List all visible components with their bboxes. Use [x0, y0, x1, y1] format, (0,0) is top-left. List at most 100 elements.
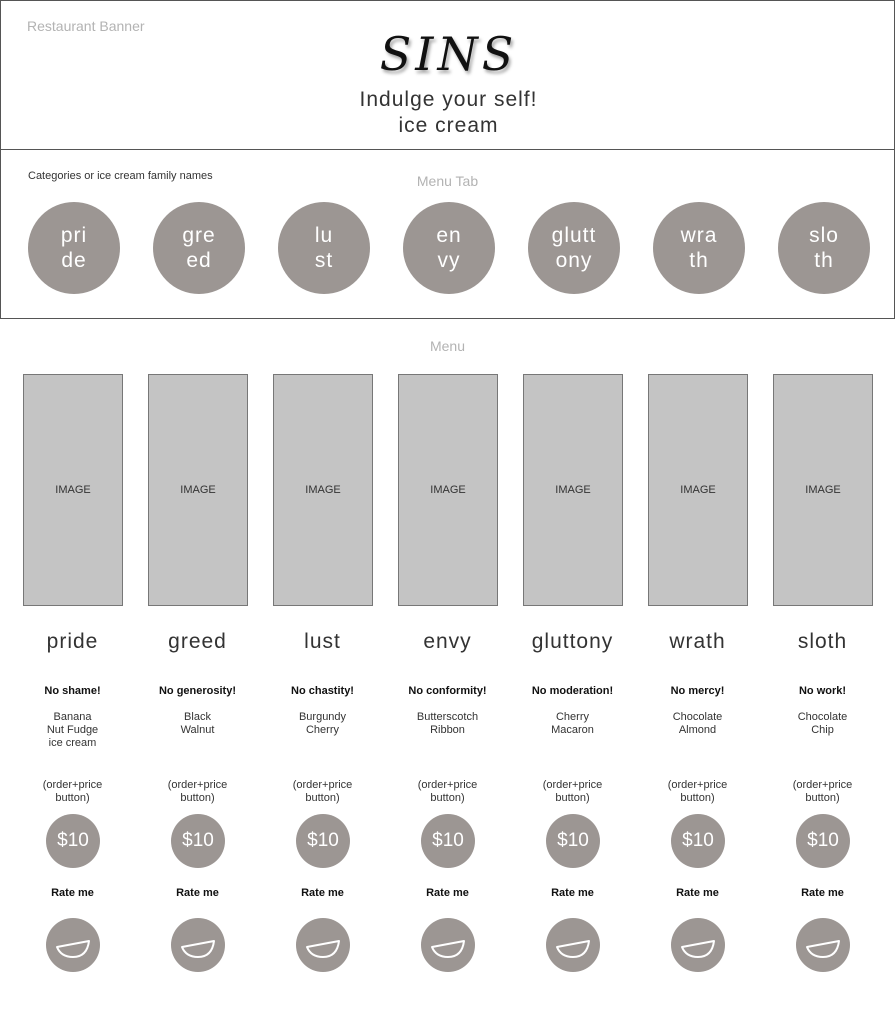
- flavor-line: Macaron: [551, 724, 594, 736]
- menu-item-lust: IMAGE lust No chastity! Burgundy Cherry (…: [260, 0, 385, 1024]
- item-image[interactable]: IMAGE: [648, 374, 748, 606]
- menu-item-wrath: IMAGE wrath No mercy! Chocolate Almond (o…: [635, 0, 760, 1024]
- category-label-line2: ony: [555, 249, 593, 272]
- category-tab-section: Categories or ice cream family names Men…: [0, 149, 895, 319]
- category-label-line1: pri: [60, 224, 88, 247]
- rate-button[interactable]: [421, 918, 475, 972]
- order-price-button[interactable]: $10: [671, 814, 725, 868]
- tagline-line1: Indulge your self!: [359, 88, 538, 111]
- category-label-line2: th: [689, 249, 709, 272]
- order-price-button[interactable]: $10: [171, 814, 225, 868]
- rate-label: Rate me: [51, 887, 94, 899]
- order-note-line: button): [55, 792, 90, 804]
- item-image[interactable]: IMAGE: [148, 374, 248, 606]
- item-slogan: No moderation!: [531, 685, 614, 697]
- rate-button[interactable]: [796, 918, 850, 972]
- flavor-line: Chocolate: [672, 711, 723, 723]
- category-label-line1: gre: [182, 224, 216, 247]
- category-label-line2: vy: [437, 249, 461, 272]
- order-note-line: (order+price: [292, 779, 353, 791]
- item-name: greed: [168, 630, 227, 653]
- order-price-button[interactable]: $10: [546, 814, 600, 868]
- rate-label: Rate me: [176, 887, 219, 899]
- flavor-line: Nut Fudge: [46, 724, 99, 736]
- image-placeholder-label: IMAGE: [805, 484, 841, 496]
- image-placeholder-label: IMAGE: [305, 484, 341, 496]
- item-order-note: (order+price button): [385, 779, 510, 805]
- menu-tab-label: Menu Tab: [416, 173, 479, 189]
- category-label-line2: st: [314, 249, 334, 272]
- order-note-line: (order+price: [792, 779, 853, 791]
- flavor-line: Banana: [53, 711, 92, 723]
- tagline-line2: ice cream: [398, 114, 499, 137]
- item-flavor: Butterscotch Ribbon: [385, 711, 510, 737]
- flavor-line: Black: [184, 711, 211, 723]
- item-name: lust: [304, 630, 341, 653]
- category-label-line1: glutt: [551, 224, 597, 247]
- item-slogan: No chastity!: [291, 685, 354, 697]
- rate-button[interactable]: [296, 918, 350, 972]
- order-price-button[interactable]: $10: [421, 814, 475, 868]
- item-flavor: Black Walnut: [135, 711, 260, 737]
- category-label-line2: ed: [186, 249, 212, 272]
- item-slogan: No work!: [798, 685, 847, 697]
- restaurant-banner: Restaurant Banner SINS Indulge your self…: [0, 0, 895, 150]
- item-image[interactable]: IMAGE: [773, 374, 873, 606]
- half-smile-bowl-icon: [681, 940, 715, 958]
- image-placeholder-label: IMAGE: [180, 484, 216, 496]
- category-tab-gluttony[interactable]: glutt ony: [528, 202, 620, 294]
- banner-label: Restaurant Banner: [27, 18, 145, 34]
- order-note-line: button): [680, 792, 715, 804]
- rate-button[interactable]: [671, 918, 725, 972]
- item-image[interactable]: IMAGE: [523, 374, 623, 606]
- half-smile-bowl-icon: [181, 940, 215, 958]
- item-image[interactable]: IMAGE: [273, 374, 373, 606]
- category-tab-wrath[interactable]: wra th: [653, 202, 745, 294]
- category-label-line1: slo: [809, 224, 839, 247]
- category-tab-sloth[interactable]: slo th: [778, 202, 870, 294]
- item-order-note: (order+price button): [10, 779, 135, 805]
- category-tab-pride[interactable]: pri de: [28, 202, 120, 294]
- item-slogan: No generosity!: [158, 685, 236, 697]
- categories-label: Categories or ice cream family names: [28, 170, 213, 182]
- item-order-note: (order+price button): [510, 779, 635, 805]
- flavor-line: Cherry: [555, 711, 589, 723]
- logo[interactable]: SINS: [379, 27, 518, 81]
- item-flavor: Burgundy Cherry: [260, 711, 385, 737]
- item-image[interactable]: IMAGE: [23, 374, 123, 606]
- image-placeholder-label: IMAGE: [555, 484, 591, 496]
- order-note-line: button): [305, 792, 340, 804]
- order-note-line: (order+price: [417, 779, 478, 791]
- item-flavor: Cherry Macaron: [510, 711, 635, 737]
- flavor-line: Chip: [811, 724, 834, 736]
- category-tab-envy[interactable]: en vy: [403, 202, 495, 294]
- order-price-button[interactable]: $10: [796, 814, 850, 868]
- category-tab-greed[interactable]: gre ed: [153, 202, 245, 294]
- item-image[interactable]: IMAGE: [398, 374, 498, 606]
- order-note-line: button): [555, 792, 590, 804]
- item-name: wrath: [669, 630, 726, 653]
- flavor-line: ice cream: [48, 737, 97, 749]
- item-name: sloth: [797, 630, 848, 653]
- flavor-line: Butterscotch: [416, 711, 479, 723]
- order-note-line: button): [180, 792, 215, 804]
- item-flavor: Banana Nut Fudge ice cream: [10, 711, 135, 750]
- rate-button[interactable]: [546, 918, 600, 972]
- rate-button[interactable]: [171, 918, 225, 972]
- rate-button[interactable]: [46, 918, 100, 972]
- rate-label: Rate me: [551, 887, 594, 899]
- order-price-button[interactable]: $10: [46, 814, 100, 868]
- category-label-line1: en: [436, 224, 462, 247]
- category-tab-lust[interactable]: lu st: [278, 202, 370, 294]
- menu-item-gluttony: IMAGE gluttony No moderation! Cherry Maca…: [510, 0, 635, 1024]
- item-flavor: Chocolate Almond: [635, 711, 760, 737]
- category-label-line1: wra: [680, 224, 718, 247]
- item-order-note: (order+price button): [260, 779, 385, 805]
- half-smile-bowl-icon: [306, 940, 340, 958]
- flavor-line: Cherry: [305, 724, 339, 736]
- order-note-line: button): [430, 792, 465, 804]
- order-price-button[interactable]: $10: [296, 814, 350, 868]
- order-note-line: (order+price: [42, 779, 103, 791]
- item-name: envy: [423, 630, 472, 653]
- item-order-note: (order+price button): [760, 779, 885, 805]
